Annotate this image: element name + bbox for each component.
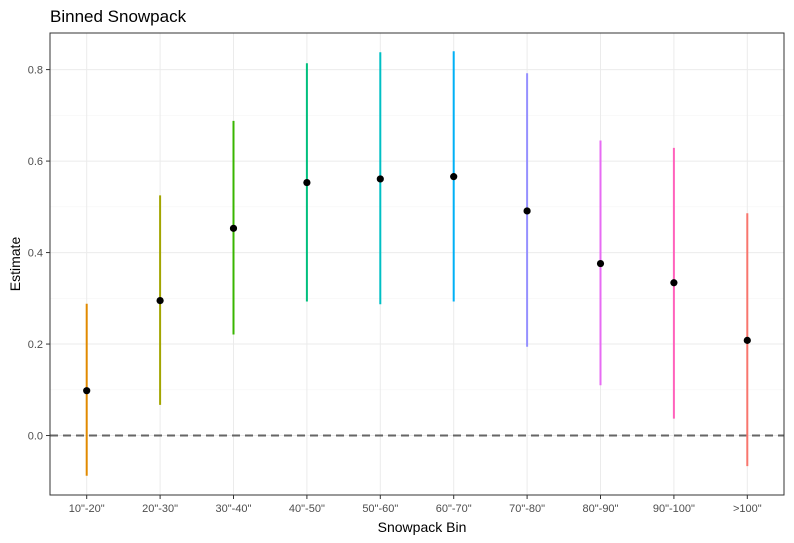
estimate-point — [743, 336, 751, 344]
x-tick-label: 20"-30" — [142, 503, 178, 515]
y-tick-label: 0.2 — [28, 339, 43, 351]
estimate-point — [376, 175, 384, 183]
estimate-points — [83, 173, 751, 395]
x-tick-label: 60"-70" — [436, 503, 472, 515]
minor-gridlines — [50, 115, 784, 391]
estimate-point — [523, 207, 531, 215]
estimate-point — [670, 279, 678, 287]
x-axis-title: Snowpack Bin — [378, 519, 467, 535]
estimate-point — [596, 259, 605, 268]
y-axis-ticks: 0.0 0.2 0.4 0.6 0.8 — [28, 65, 50, 443]
x-tick-label: 10"-20" — [69, 503, 105, 515]
estimate-point — [450, 173, 458, 181]
x-tick-label: 40"-50" — [289, 503, 325, 515]
y-tick-label: 0.4 — [28, 248, 43, 260]
chart-title: Binned Snowpack — [50, 7, 187, 26]
x-tick-label: 70"-80" — [509, 503, 545, 515]
error-bars — [85, 51, 749, 476]
x-tick-label: >100" — [733, 503, 762, 515]
y-tick-label: 0.8 — [28, 65, 43, 77]
estimate-point — [229, 224, 238, 232]
x-tick-label: 50"-60" — [362, 503, 398, 515]
estimate-point — [156, 296, 164, 305]
x-tick-label: 90"-100" — [653, 503, 695, 515]
estimate-point — [303, 178, 311, 187]
estimate-point — [83, 387, 91, 395]
y-axis-title: Estimate — [7, 237, 23, 292]
y-tick-label: 0.6 — [28, 156, 43, 168]
x-tick-label: 80"-90" — [583, 503, 619, 515]
x-tick-label: 30"-40" — [216, 503, 252, 515]
x-axis-ticks: 10"-20" 20"-30" 30"-40" 40"-50" 50"-60" 60"-7… — [69, 495, 762, 515]
y-tick-label: 0.0 — [28, 431, 43, 443]
plot-panel-border — [49, 32, 785, 496]
